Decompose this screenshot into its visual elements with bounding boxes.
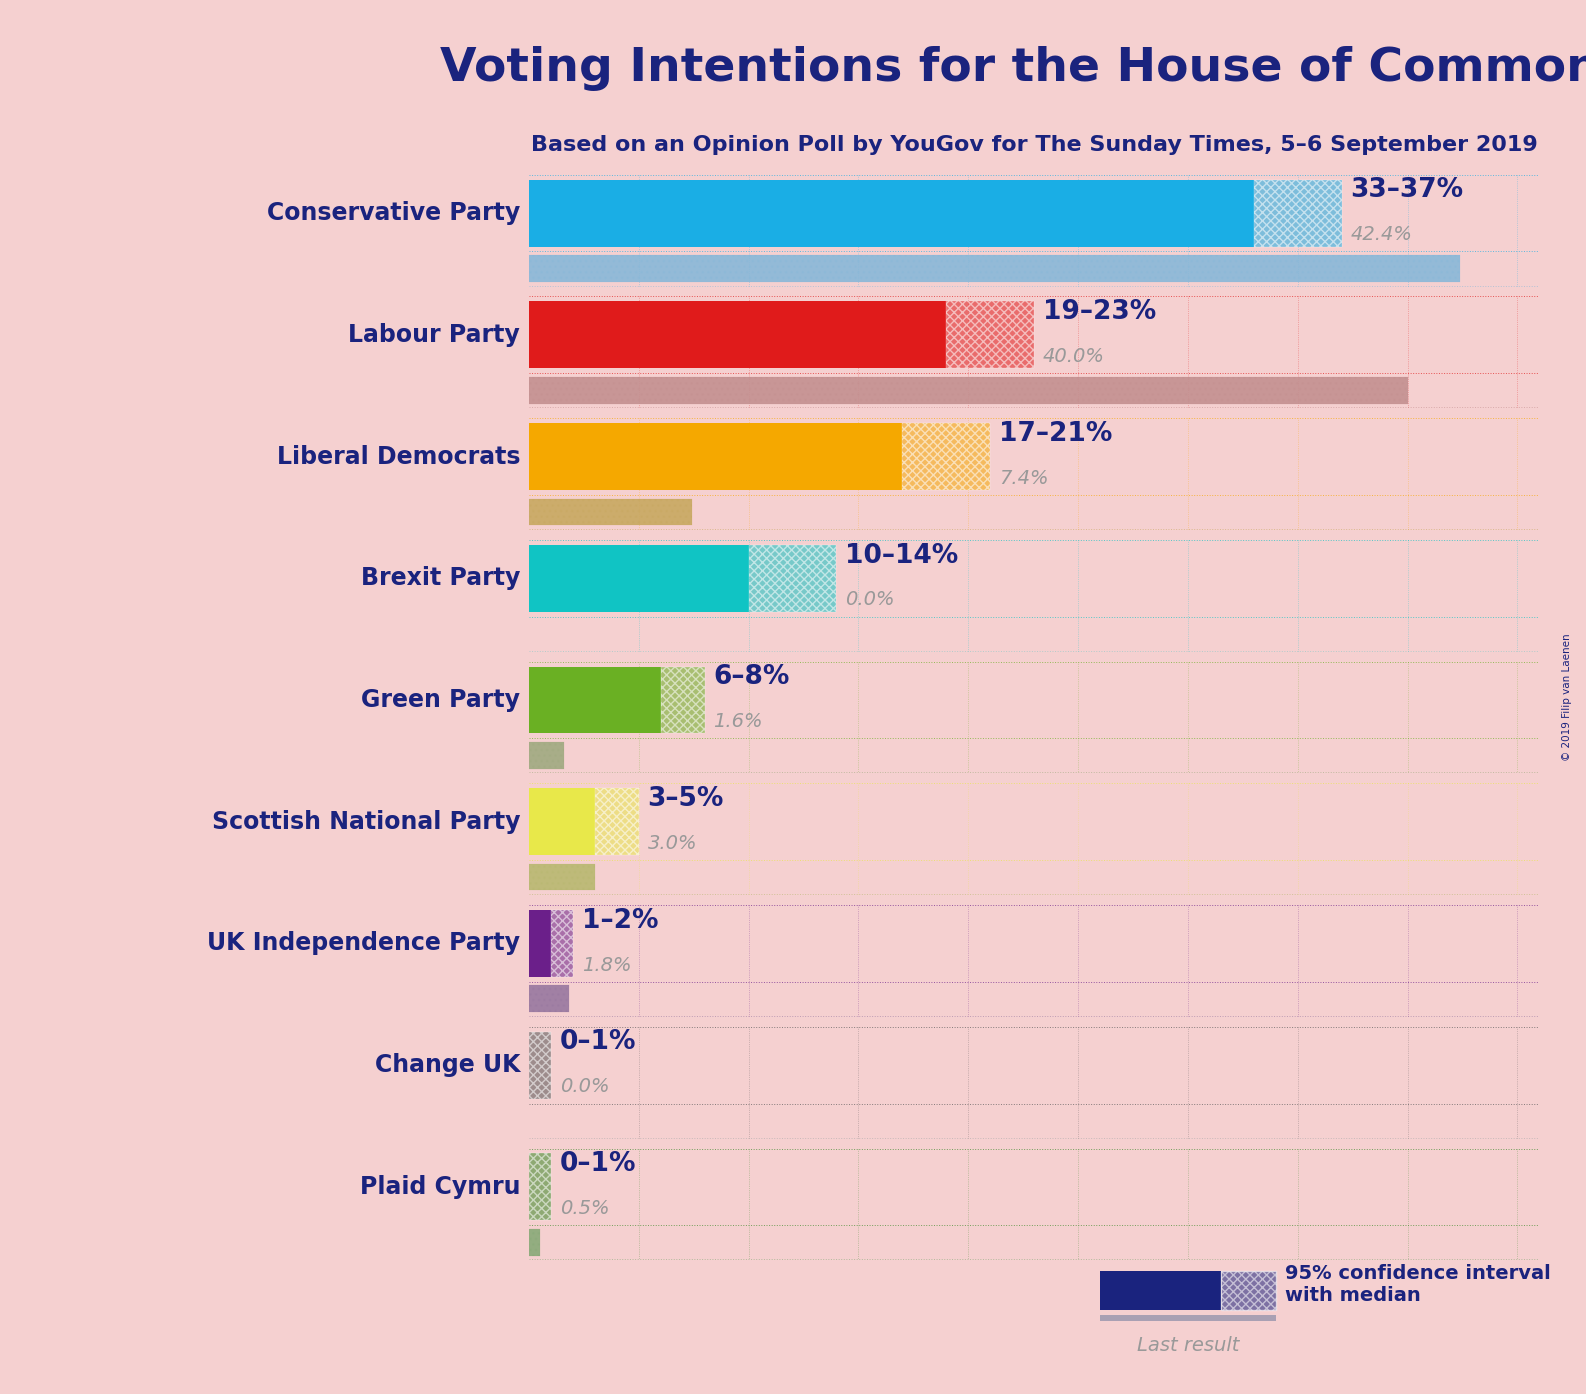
Bar bbox=[530, 910, 550, 977]
Bar bbox=[530, 180, 1255, 247]
Text: 95% confidence interval
with median: 95% confidence interval with median bbox=[1285, 1264, 1550, 1305]
Text: Liberal Democrats: Liberal Democrats bbox=[276, 445, 520, 468]
Bar bbox=[530, 742, 565, 768]
Bar bbox=[1101, 1271, 1221, 1310]
Bar bbox=[1101, 1316, 1275, 1331]
Text: Labour Party: Labour Party bbox=[349, 323, 520, 347]
Bar bbox=[530, 864, 595, 891]
Bar bbox=[530, 1230, 539, 1256]
Bar bbox=[530, 986, 568, 1012]
Text: 7.4%: 7.4% bbox=[999, 468, 1048, 488]
Bar bbox=[530, 1032, 550, 1098]
Bar bbox=[530, 788, 595, 855]
Bar bbox=[530, 1153, 550, 1220]
Bar bbox=[530, 422, 902, 491]
Bar bbox=[530, 1230, 539, 1256]
Text: Based on an Opinion Poll by YouGov for The Sunday Times, 5–6 September 2019: Based on an Opinion Poll by YouGov for T… bbox=[531, 135, 1537, 155]
Text: Plaid Cymru: Plaid Cymru bbox=[360, 1175, 520, 1199]
Bar bbox=[661, 666, 704, 733]
Bar bbox=[530, 301, 947, 368]
Text: © 2019 Filip van Laenen: © 2019 Filip van Laenen bbox=[1562, 633, 1572, 761]
Bar bbox=[530, 499, 691, 526]
Text: 42.4%: 42.4% bbox=[1350, 226, 1412, 244]
Bar bbox=[530, 499, 691, 526]
Bar bbox=[530, 255, 1461, 282]
Text: 1–2%: 1–2% bbox=[582, 907, 658, 934]
Text: Scottish National Party: Scottish National Party bbox=[211, 810, 520, 834]
Text: 1.8%: 1.8% bbox=[582, 956, 631, 974]
Text: Change UK: Change UK bbox=[374, 1052, 520, 1078]
Bar bbox=[595, 788, 639, 855]
Text: 33–37%: 33–37% bbox=[1350, 177, 1464, 204]
Bar bbox=[530, 742, 565, 768]
Text: 0.0%: 0.0% bbox=[560, 1078, 609, 1096]
Text: 0–1%: 0–1% bbox=[560, 1029, 636, 1055]
Bar bbox=[1255, 180, 1342, 247]
Bar bbox=[530, 376, 1407, 404]
Text: 6–8%: 6–8% bbox=[714, 665, 790, 690]
Text: 0–1%: 0–1% bbox=[560, 1151, 636, 1177]
Text: 0.5%: 0.5% bbox=[560, 1199, 609, 1218]
Text: UK Independence Party: UK Independence Party bbox=[208, 931, 520, 955]
Text: Brexit Party: Brexit Party bbox=[362, 566, 520, 590]
Text: 1.6%: 1.6% bbox=[714, 712, 763, 732]
Text: Last result: Last result bbox=[1137, 1335, 1239, 1355]
Bar bbox=[530, 666, 661, 733]
Text: 19–23%: 19–23% bbox=[1044, 300, 1156, 325]
Text: 10–14%: 10–14% bbox=[845, 542, 958, 569]
Bar bbox=[530, 255, 1461, 282]
Text: Green Party: Green Party bbox=[362, 689, 520, 712]
Bar bbox=[550, 910, 573, 977]
Bar bbox=[530, 376, 1407, 404]
Text: 3–5%: 3–5% bbox=[647, 786, 723, 811]
Text: Voting Intentions for the House of Commons: Voting Intentions for the House of Commo… bbox=[439, 46, 1586, 92]
Bar bbox=[902, 422, 990, 491]
Bar bbox=[947, 301, 1034, 368]
Text: 3.0%: 3.0% bbox=[647, 834, 698, 853]
Bar bbox=[749, 545, 836, 612]
Text: 17–21%: 17–21% bbox=[999, 421, 1112, 447]
Text: 0.0%: 0.0% bbox=[845, 591, 895, 609]
Bar bbox=[530, 986, 568, 1012]
Bar bbox=[530, 864, 595, 891]
Bar bbox=[530, 545, 749, 612]
Bar bbox=[1221, 1271, 1275, 1310]
Text: Conservative Party: Conservative Party bbox=[266, 201, 520, 224]
Text: 40.0%: 40.0% bbox=[1044, 347, 1105, 367]
